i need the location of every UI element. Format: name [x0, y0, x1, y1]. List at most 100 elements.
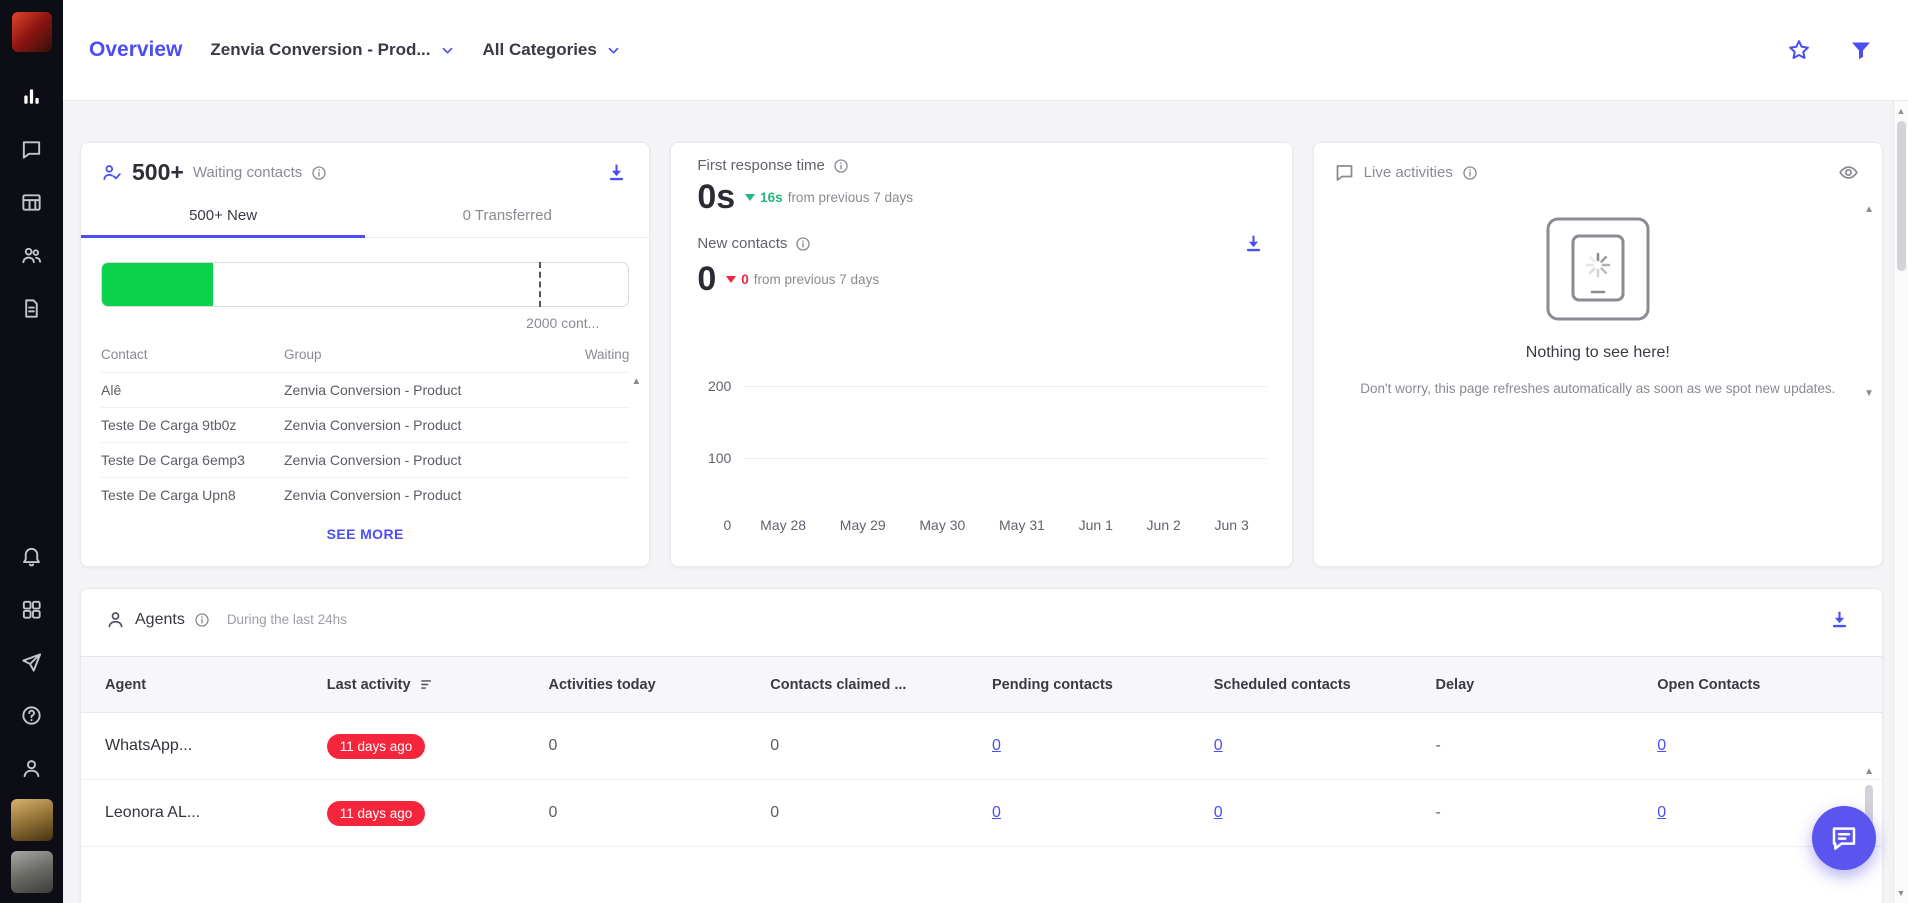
- waiting-contacts-card: 500+ Waiting contacts 500+ New 0 Transfe…: [80, 142, 651, 567]
- scroll-down-icon[interactable]: ▼: [1864, 388, 1874, 399]
- table-row[interactable]: Alê Zenvia Conversion - Product: [101, 372, 630, 407]
- contact-cell: Teste De Carga 6emp3: [101, 452, 245, 468]
- first-response-value: 0s: [697, 178, 736, 216]
- tab-new[interactable]: 500+ New: [81, 198, 366, 238]
- main-area: Overview Zenvia Conversion - Prod... All…: [63, 0, 1908, 903]
- scroll-up-icon[interactable]: ▲: [1864, 766, 1874, 777]
- scroll-up-icon[interactable]: ▲: [631, 376, 642, 387]
- x-axis: May 28 May 29 May 30 May 31 Jun 1 Jun 2 …: [743, 517, 1265, 533]
- workspace-selector[interactable]: Zenvia Conversion - Prod...: [210, 40, 454, 60]
- help-icon: [22, 705, 41, 725]
- contacts-claimed-cell: 0: [770, 737, 780, 754]
- page-scrollbar[interactable]: ▲ ▼: [1893, 101, 1908, 903]
- user-avatar[interactable]: [10, 799, 53, 841]
- download-icon: [1246, 235, 1260, 252]
- gridline: [743, 386, 1266, 387]
- pending-contacts-link[interactable]: 0: [992, 804, 1001, 821]
- sidebar-item-campaigns[interactable]: [10, 640, 54, 684]
- scheduled-contacts-link[interactable]: 0: [1213, 737, 1223, 754]
- delta-text: from previous 7 days: [753, 272, 880, 287]
- sidebar-item-boards[interactable]: [10, 180, 54, 224]
- category-selector[interactable]: All Categories: [483, 40, 621, 60]
- sidebar-item-account[interactable]: [10, 746, 54, 790]
- table-row[interactable]: Teste De Carga 6emp3 Zenvia Conversion -…: [101, 442, 630, 477]
- watch-button[interactable]: [1835, 159, 1862, 186]
- page-title: Overview: [89, 38, 183, 61]
- waiting-contacts-count: 500+: [132, 159, 184, 185]
- see-more-button[interactable]: SEE MORE: [326, 526, 404, 542]
- sort-icon[interactable]: [419, 676, 436, 693]
- agent-row[interactable]: Leonora AL... 11 days ago 0 0 0 0 - 0: [81, 780, 1882, 847]
- agents-card: Agents During the last 24hs Agent Last a…: [80, 588, 1883, 903]
- sidebar-item-notifications[interactable]: [10, 534, 54, 578]
- gridline: [743, 458, 1266, 459]
- empty-state-message: Don't worry, this page refreshes automat…: [1360, 381, 1836, 396]
- first-response-card: First response time 0s 16s from previous…: [670, 142, 1293, 567]
- activities-today-cell: 0: [548, 737, 558, 754]
- new-contacts-chart: 200 100 0 May 28 May 29 May: [697, 315, 1266, 533]
- scroll-down-icon[interactable]: ▼: [1896, 888, 1906, 898]
- info-icon[interactable]: [795, 236, 811, 252]
- sidebar-item-apps[interactable]: [10, 587, 54, 631]
- workspace-logo[interactable]: [11, 12, 52, 52]
- column-header-activities-today: Activities today: [548, 676, 656, 693]
- y-tick: 100: [707, 450, 732, 467]
- delay-cell: -: [1435, 737, 1441, 754]
- download-waiting-contacts-button[interactable]: [604, 160, 629, 185]
- new-contacts-value: 0: [697, 260, 717, 298]
- document-icon: [25, 298, 38, 318]
- bell-icon: [23, 547, 40, 566]
- waiting-contacts-tabs: 500+ New 0 Transferred: [81, 198, 650, 238]
- waiting-contacts-table: Contact Group Waiting Alê Zenvia Convers…: [101, 341, 630, 512]
- table-row[interactable]: Teste De Carga Upn8 Zenvia Conversion - …: [101, 477, 630, 512]
- live-activities-card: Live activities: [1312, 142, 1883, 567]
- activities-today-cell: 0: [548, 804, 558, 821]
- sidebar-item-help[interactable]: [10, 693, 54, 737]
- sidebar: [0, 0, 63, 903]
- progress-limit-marker: [538, 262, 541, 307]
- download-icon: [1832, 611, 1847, 628]
- column-header-group: Group: [284, 347, 322, 362]
- open-contacts-link[interactable]: 0: [1657, 804, 1667, 821]
- info-icon[interactable]: [311, 165, 327, 181]
- scroll-up-icon[interactable]: ▲: [1864, 204, 1874, 215]
- agent-name: WhatsApp...: [105, 737, 193, 754]
- info-icon[interactable]: [833, 158, 849, 174]
- download-new-contacts-button[interactable]: [1241, 231, 1266, 256]
- column-header-contacts-claimed: Contacts claimed ...: [770, 676, 907, 693]
- waiting-progress: 2000 cont...: [101, 262, 630, 331]
- agents-subtitle: During the last 24hs: [226, 612, 347, 627]
- open-contacts-link[interactable]: 0: [1657, 737, 1667, 754]
- support-chat-button[interactable]: [1812, 806, 1876, 870]
- waiting-cell: [563, 487, 629, 503]
- pending-contacts-link[interactable]: 0: [992, 737, 1001, 754]
- delta-value: 0: [741, 272, 749, 287]
- scrollbar-thumb[interactable]: [1897, 121, 1906, 271]
- info-icon[interactable]: [1462, 165, 1478, 181]
- contact-cell: Teste De Carga Upn8: [101, 487, 236, 503]
- table-icon: [22, 193, 41, 211]
- workspace-avatar[interactable]: [10, 851, 53, 893]
- scroll-up-icon[interactable]: ▲: [1896, 106, 1906, 116]
- x-tick: Jun 1: [1078, 517, 1113, 533]
- agent-row[interactable]: WhatsApp... 11 days ago 0 0 0 0 - 0: [81, 713, 1882, 780]
- table-row[interactable]: Teste De Carga 9tb0z Zenvia Conversion -…: [101, 407, 630, 442]
- info-icon[interactable]: [194, 612, 210, 628]
- x-tick: May 29: [839, 517, 886, 533]
- empty-state-title: Nothing to see here!: [1525, 344, 1670, 361]
- progress-fill: [102, 263, 213, 306]
- sidebar-item-documents[interactable]: [10, 286, 54, 330]
- agents-title: Agents: [135, 610, 185, 628]
- tab-transferred[interactable]: 0 Transferred: [365, 198, 649, 237]
- agents-icon: [108, 612, 123, 628]
- sidebar-item-contacts[interactable]: [10, 233, 54, 277]
- funnel-icon: [1852, 42, 1870, 59]
- filter-button[interactable]: [1844, 33, 1878, 67]
- favorite-button[interactable]: [1782, 33, 1816, 67]
- download-agents-button[interactable]: [1827, 607, 1852, 632]
- sidebar-item-chats[interactable]: [10, 127, 54, 171]
- x-tick: May 30: [919, 517, 966, 533]
- scheduled-contacts-link[interactable]: 0: [1213, 804, 1223, 821]
- sidebar-item-analytics[interactable]: [10, 74, 54, 118]
